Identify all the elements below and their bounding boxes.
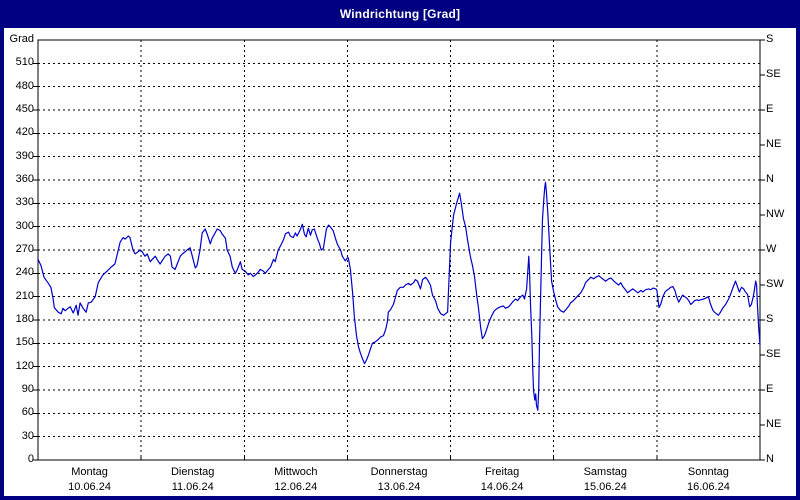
y-axis-tick-label: 0 (27, 453, 34, 465)
day-date-label: 15.06.24 (583, 481, 627, 493)
y-axis-tick-label: 180 (15, 313, 34, 325)
day-date-label: 11.06.24 (171, 481, 214, 493)
y-axis-tick-label: 450 (15, 103, 34, 115)
y-axis-tick-label: 510 (15, 56, 34, 69)
y-axis-tick-label: 120 (15, 359, 34, 372)
compass-tick-label: SW (766, 278, 784, 290)
y-axis-tick-label: 210 (15, 289, 34, 302)
compass-tick-label: W (766, 243, 777, 255)
wind-direction-line (37, 181, 761, 411)
day-date-label: 14.06.24 (480, 481, 524, 493)
compass-tick-label: NW (766, 208, 785, 220)
day-name-label: Donnerstag (370, 466, 428, 478)
compass-tick-label: SE (766, 348, 781, 360)
y-axis-tick-label: 300 (15, 219, 34, 232)
y-axis-tick-label: 390 (15, 149, 34, 162)
y-axis-tick-label: 30 (21, 429, 34, 442)
y-axis-tick-label: 330 (15, 196, 34, 209)
compass-tick-label: NE (766, 138, 782, 150)
day-name-label: Freitag (485, 466, 520, 478)
compass-tick-label: NE (766, 418, 782, 430)
compass-tick-label: E (766, 383, 774, 395)
chart-title: Windrichtung [Grad] (339, 7, 461, 21)
day-name-label: Samstag (583, 466, 627, 478)
compass-tick-label: N (766, 453, 774, 465)
y-axis-tick-label: 480 (15, 79, 34, 92)
y-axis-tick-label: 240 (15, 266, 34, 279)
compass-tick-label: S (766, 313, 774, 325)
y-axis-unit-label: Grad (9, 33, 34, 45)
compass-tick-label: N (766, 173, 774, 185)
y-axis-tick-label: 360 (15, 173, 34, 185)
day-date-label: 12.06.24 (274, 481, 318, 493)
y-axis-tick-label: 90 (21, 383, 34, 395)
y-axis-tick-label: 60 (21, 406, 34, 419)
chart-area (4, 28, 796, 496)
compass-tick-label: SE (766, 68, 781, 80)
compass-tick-label: S (766, 33, 774, 45)
day-name-label: Mittwoch (274, 466, 318, 478)
day-name-label: Sonntag (687, 466, 729, 478)
day-date-label: 13.06.24 (377, 481, 421, 493)
y-axis-tick-label: 270 (15, 243, 34, 255)
day-name-label: Dienstag (170, 466, 215, 478)
day-date-label: 10.06.24 (68, 481, 111, 493)
y-axis-tick-label: 150 (15, 336, 34, 349)
compass-tick-label: E (766, 103, 774, 115)
title-bar: Windrichtung [Grad] (0, 0, 800, 28)
day-name-label: Montag (71, 466, 108, 478)
y-axis-tick-label: 420 (15, 126, 34, 139)
day-date-label: 16.06.24 (687, 481, 730, 493)
